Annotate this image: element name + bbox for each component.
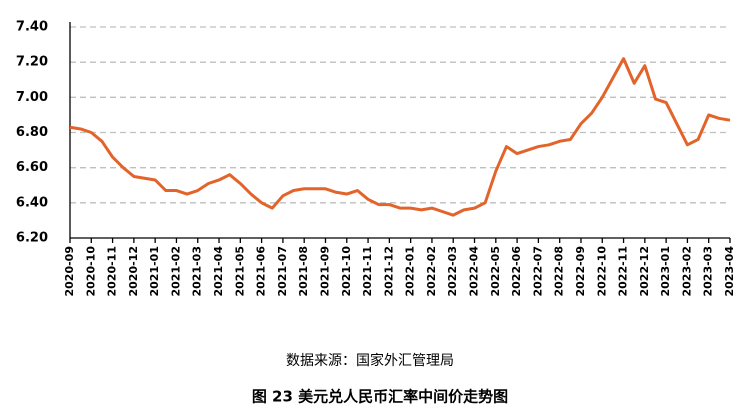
x-tick-label: 2021-06 [255,246,268,297]
x-tick-label: 2021-07 [276,246,289,297]
x-tick-label: 2020-09 [63,246,76,297]
x-tick-label: 2022-11 [617,246,630,297]
figure-caption: 图 23 美元兑人民币汇率中间价走势图 [252,388,508,406]
y-tick-label: 6.80 [16,125,48,140]
x-tick-label: 2022-03 [446,246,459,297]
x-tick-label: 2021-04 [212,246,225,297]
x-tick-label: 2020-12 [127,246,140,297]
x-tick-label: 2022-07 [531,246,544,297]
x-tick-label: 2023-01 [659,246,672,297]
x-tick-label: 2022-12 [638,246,651,297]
x-tick-label: 2021-11 [361,246,374,297]
y-tick-label: 7.40 [16,20,48,35]
x-tick-label: 2021-05 [233,246,246,297]
x-tick-label: 2021-09 [318,246,331,297]
y-tick-label: 7.20 [16,55,48,70]
x-tick-label: 2023-04 [723,246,736,297]
y-tick-label: 6.60 [16,160,48,175]
x-tick-label: 2021-08 [297,246,310,297]
x-tick-label: 2022-10 [595,246,608,297]
y-tick-label: 6.20 [16,231,48,246]
x-tick-label: 2020-11 [106,246,119,297]
series-line [69,57,731,217]
x-tick-label: 2022-05 [489,246,502,297]
x-tick-label: 2021-12 [382,246,395,297]
x-tick-label: 2022-09 [574,246,587,297]
x-tick-label: 2021-01 [148,246,161,297]
x-tick-label: 2022-01 [404,246,417,297]
x-tick-label: 2021-10 [340,246,353,297]
x-tick-label: 2021-02 [169,246,182,297]
x-tick-label: 2020-10 [84,246,97,297]
x-tick-label: 2023-02 [680,246,693,297]
y-tick-label: 6.40 [16,195,48,210]
x-tick-label: 2022-02 [425,246,438,297]
x-tick-label: 2023-03 [702,246,715,297]
y-tick-label: 7.00 [16,90,48,105]
source-note: 数据来源：国家外汇管理局 [286,352,454,369]
x-tick-label: 2022-04 [468,246,481,297]
x-tick-label: 2021-03 [191,246,204,297]
x-tick-label: 2022-06 [510,246,523,297]
x-tick-label: 2022-08 [553,246,566,297]
